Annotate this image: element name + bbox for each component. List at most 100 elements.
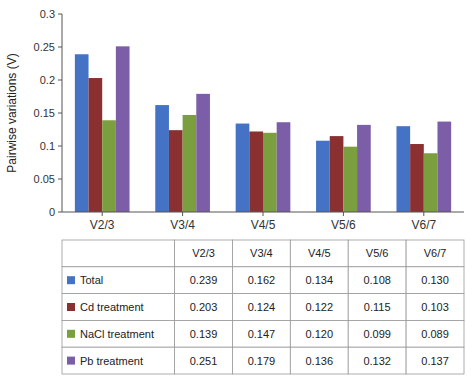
table-value: 0.130 [421, 274, 449, 286]
bar [75, 54, 89, 212]
bar [330, 136, 344, 212]
y-tick-label: 0.05 [34, 173, 55, 185]
bar [183, 115, 197, 212]
table-cell [406, 320, 464, 347]
table-value: 0.251 [190, 355, 218, 367]
table-cell [175, 240, 233, 267]
x-tick-label: V3/4 [170, 218, 195, 232]
y-tick-label: 0.1 [40, 140, 55, 152]
table-value: 0.139 [190, 328, 218, 340]
table-cell [290, 240, 348, 267]
table-value: 0.099 [363, 328, 391, 340]
table-row-label: Pb treatment [80, 355, 143, 367]
table-value: 0.120 [306, 328, 334, 340]
bar [343, 147, 357, 212]
bar [277, 122, 291, 212]
chart-container: 0 0.05 0.1 0.15 0.2 0.25 0.3 V2/3 V3/4 V4/5 V5/6 V6… [0, 0, 474, 380]
table-value: 0.134 [306, 274, 334, 286]
legend-swatch [67, 276, 75, 284]
x-tick [182, 212, 183, 216]
table-cell [232, 347, 290, 374]
y-tick-label: 0.25 [34, 41, 55, 53]
table-value: 0.115 [364, 301, 391, 313]
table-cell [62, 267, 175, 294]
table-value: 0.122 [306, 301, 334, 313]
table-value: 0.124 [248, 301, 276, 313]
y-tick-label: 0 [49, 206, 55, 218]
table-cell [175, 267, 233, 294]
table-value: 0.137 [421, 355, 449, 367]
table-value: 0.147 [248, 328, 276, 340]
y-tick [58, 47, 62, 48]
x-tick [102, 212, 103, 216]
y-tick [58, 146, 62, 147]
table-cell [406, 240, 464, 267]
table-cell [290, 294, 348, 321]
table-cell [232, 320, 290, 347]
y-tick-label: 0.2 [40, 74, 55, 86]
table-cell [175, 320, 233, 347]
bar [116, 46, 130, 212]
data-table: V2/3V3/4V4/5V5/6V6/7Total0.2390.1620.134… [62, 240, 464, 374]
table-header: V2/3 [192, 247, 215, 259]
table-header: V4/5 [308, 247, 331, 259]
legend-swatch [67, 303, 75, 311]
table-value: 0.203 [190, 301, 218, 313]
table-row-label: Cd treatment [80, 301, 144, 313]
table-value: 0.132 [363, 355, 391, 367]
x-tick [263, 212, 264, 216]
y-axis-label: Pairwise variations (V) [5, 53, 19, 172]
bar [263, 133, 277, 212]
x-tick-label: V2/3 [90, 218, 115, 232]
y-tick [58, 113, 62, 114]
table-row-label: Total [80, 274, 103, 286]
y-tick-label: 0.3 [40, 8, 55, 20]
table-cell [175, 347, 233, 374]
bar [357, 125, 371, 212]
table-header: V6/7 [424, 247, 447, 259]
table-value: 0.239 [190, 274, 218, 286]
y-tick [58, 14, 62, 15]
legend-swatch [67, 330, 75, 338]
table-cell [62, 320, 175, 347]
bar [316, 141, 330, 212]
table-cell [232, 240, 290, 267]
table-cell [62, 347, 175, 374]
table-cell [290, 320, 348, 347]
bar [89, 78, 103, 212]
bar [102, 120, 116, 212]
legend-swatch [67, 357, 75, 365]
table-cell [348, 240, 406, 267]
y-tick-label: 0.15 [34, 107, 55, 119]
table-cell [348, 267, 406, 294]
bars [75, 46, 451, 212]
table-cell [406, 347, 464, 374]
bar [410, 144, 424, 212]
table-cell [232, 294, 290, 321]
table-cell [348, 347, 406, 374]
chart-svg: 0 0.05 0.1 0.15 0.2 0.25 0.3 V2/3 V3/4 V4/5 V5/6 V6… [0, 0, 474, 380]
bar [155, 105, 169, 212]
y-tick [58, 80, 62, 81]
y-tick [58, 179, 62, 180]
table-value: 0.179 [248, 355, 276, 367]
table-value: 0.108 [363, 274, 391, 286]
table-cell [290, 267, 348, 294]
bar [424, 153, 438, 212]
bar [396, 126, 410, 212]
table-cell [62, 240, 175, 267]
x-tick-label: V6/7 [411, 218, 436, 232]
bar [196, 94, 210, 212]
table-cell [348, 320, 406, 347]
x-tick [423, 212, 424, 216]
x-tick-label: V4/5 [251, 218, 276, 232]
table-row-label: NaCl treatment [80, 328, 154, 340]
table-value: 0.136 [306, 355, 334, 367]
table-cell [62, 294, 175, 321]
x-tick-label: V5/6 [331, 218, 356, 232]
table-cell [175, 294, 233, 321]
table-cell [348, 294, 406, 321]
table-value: 0.103 [421, 301, 449, 313]
table-header: V5/6 [366, 247, 389, 259]
table-value: 0.162 [248, 274, 276, 286]
